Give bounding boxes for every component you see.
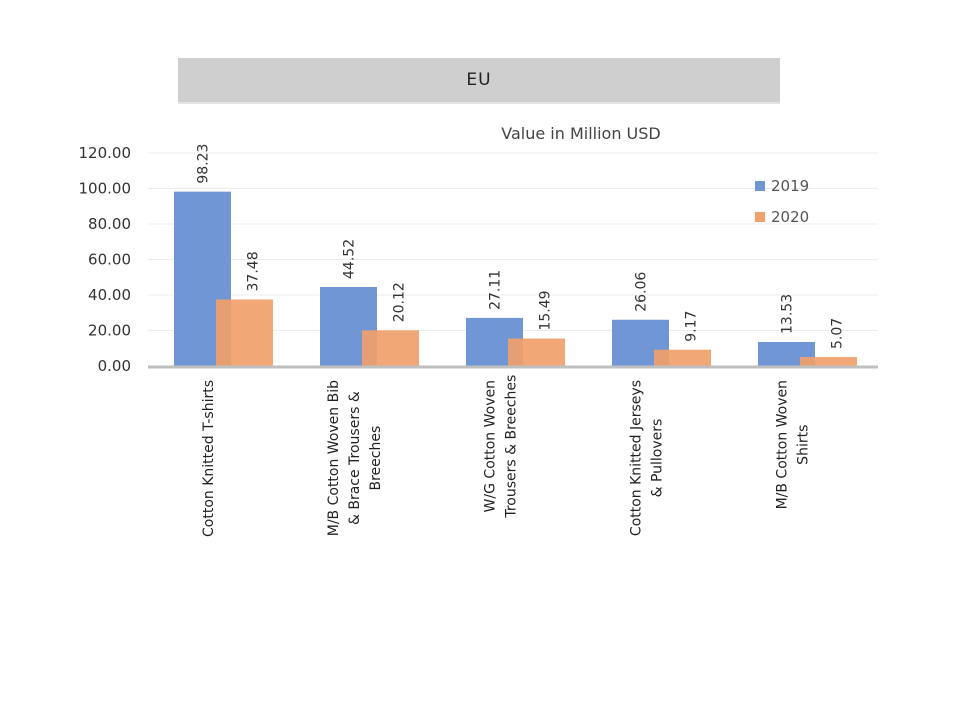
data-labels: 98.23 37.48 44.52 20.12 27.11 15.49 26.06 9.17 1…: [196, 144, 846, 349]
category-label: M/B Cotton Woven Bib & Brace Trousers & Br…: [326, 380, 384, 536]
y-axis: 0.00 20.00 40.00 60.00 80.00 100.00 120.00: [79, 144, 132, 375]
y-tick-label: 20.00: [88, 322, 131, 340]
y-tick-label: 60.00: [88, 251, 131, 269]
category-label: W/G Cotton Woven Trousers & Breeches: [483, 375, 520, 519]
category-label-line: & Brace Trousers &: [347, 391, 363, 525]
category-label: Cotton Knitted T-shirts: [201, 380, 217, 537]
y-tick-label: 40.00: [88, 286, 131, 304]
y-tick-label: 80.00: [88, 215, 131, 233]
data-label: 15.49: [538, 290, 554, 330]
category-labels: Cotton Knitted T-shirts M/B Cotton Woven …: [201, 375, 812, 537]
legend: 2019 2020: [755, 177, 809, 226]
bar-2020: [508, 338, 565, 366]
category-label-line: Breeches: [368, 426, 384, 491]
category-label-line: M/B Cotton Woven Bib: [326, 380, 342, 536]
category-label-line: Cotton Knitted T-shirts: [201, 380, 217, 537]
data-label: 44.52: [342, 239, 358, 279]
legend-label: 2020: [771, 208, 809, 226]
chart-subtitle: Value in Million USD: [501, 124, 660, 143]
bar-2020: [800, 357, 857, 366]
category-label-line: W/G Cotton Woven: [483, 380, 499, 512]
data-label: 98.23: [196, 144, 212, 184]
y-tick-label: 120.00: [79, 144, 132, 162]
category-label-line: M/B Cotton Woven: [775, 380, 791, 509]
data-label: 27.11: [488, 270, 504, 310]
data-label: 37.48: [246, 251, 262, 291]
y-tick-label: 0.00: [98, 357, 131, 375]
category-label-line: & Pullovers: [650, 419, 666, 498]
legend-label: 2019: [771, 177, 809, 195]
legend-swatch-2020: [755, 212, 765, 222]
category-label-line: Trousers & Breeches: [504, 375, 520, 519]
category-label-line: Shirts: [796, 425, 812, 465]
bar-2020: [362, 330, 419, 366]
category-label: M/B Cotton Woven Shirts: [775, 380, 812, 509]
data-label: 20.12: [392, 282, 408, 322]
data-label: 5.07: [830, 318, 846, 349]
bar-2020: [654, 349, 711, 366]
bars: [174, 191, 857, 366]
data-label: 13.53: [780, 294, 796, 334]
category-label-line: Cotton Knitted Jerseys: [629, 380, 645, 536]
chart-title: EU: [466, 70, 492, 90]
category-label: Cotton Knitted Jerseys & Pullovers: [629, 380, 666, 536]
legend-swatch-2019: [755, 181, 765, 191]
chart-title-bar: EU: [178, 58, 780, 104]
data-label: 26.06: [634, 272, 650, 312]
bar-2020: [216, 299, 273, 366]
y-tick-label: 100.00: [79, 180, 132, 198]
data-label: 9.17: [684, 311, 700, 342]
